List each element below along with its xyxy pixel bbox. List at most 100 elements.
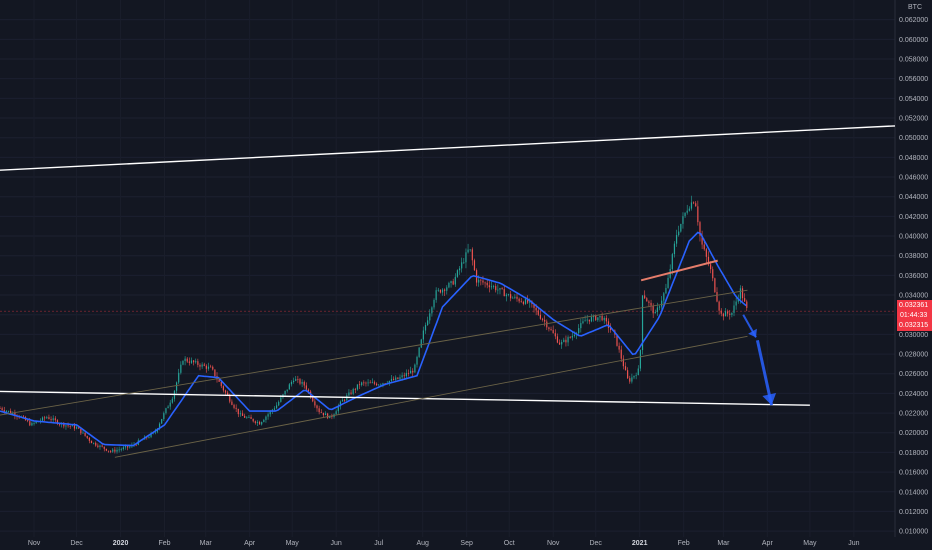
- candle-body: [114, 449, 116, 452]
- lower-white-trendline[interactable]: [0, 390, 810, 406]
- candle-body: [452, 281, 454, 285]
- candle-body: [739, 288, 741, 299]
- candle-body: [407, 373, 410, 374]
- candle-body: [652, 305, 654, 314]
- candle-body: [482, 280, 484, 283]
- candle-body: [548, 327, 550, 330]
- candle-body: [358, 384, 361, 386]
- candle-body: [416, 356, 418, 365]
- candle-body: [278, 401, 280, 406]
- x-tick-label: Jul: [374, 540, 383, 547]
- candle-body: [118, 449, 120, 451]
- channel-lower-trendline[interactable]: [114, 335, 748, 458]
- candle-body: [254, 421, 256, 423]
- candle-body: [71, 425, 73, 427]
- candle-body: [239, 413, 242, 415]
- candle-body: [712, 269, 714, 279]
- time-axis[interactable]: Nov Dec 2020 Feb Mar Apr May Jun Jul Aug Sep Oct Nov…: [28, 540, 860, 547]
- candle-body: [412, 370, 414, 373]
- candle-body: [663, 293, 665, 301]
- arrow-big-shaft[interactable]: [755, 339, 774, 406]
- candle-body: [720, 310, 722, 314]
- candle-body: [335, 411, 337, 415]
- ma-line: [0, 231, 747, 447]
- candle-body: [224, 390, 227, 393]
- candle-body: [280, 397, 282, 402]
- candle-body: [584, 320, 586, 322]
- x-tick-label: Dec: [70, 540, 83, 547]
- candle-body: [90, 440, 93, 444]
- y-tick-label: 0.020000: [899, 430, 928, 437]
- channel-upper-trendline[interactable]: [0, 289, 748, 416]
- x-tick-label: Nov: [547, 540, 560, 547]
- candle-body: [731, 312, 733, 315]
- candle-body: [422, 330, 424, 340]
- candle-body: [524, 299, 527, 304]
- upper-white-trendline[interactable]: [0, 125, 896, 171]
- candle-body: [661, 300, 663, 307]
- candle-body: [267, 414, 269, 417]
- y-tick-label: 0.044000: [899, 194, 928, 201]
- candle-body: [227, 392, 229, 396]
- y-tick-label: 0.036000: [899, 273, 928, 280]
- y-tick-label: 0.024000: [899, 391, 928, 398]
- candle-body: [707, 256, 710, 265]
- candle-body: [352, 389, 354, 394]
- x-tick-label: May: [803, 540, 817, 547]
- candle-body: [667, 277, 669, 288]
- candle-body: [54, 418, 56, 421]
- last-price-label: 0.032361: [899, 302, 928, 309]
- candle-body: [273, 408, 276, 410]
- candle-body: [303, 382, 305, 386]
- x-tick-label: Apr: [244, 540, 256, 547]
- candle-body: [293, 380, 295, 382]
- candle-body: [537, 310, 539, 315]
- candle-body: [397, 377, 399, 379]
- arrow-big-head[interactable]: [762, 392, 777, 406]
- candle-body: [444, 289, 446, 291]
- candle-body: [205, 365, 207, 369]
- candle-body: [705, 249, 707, 257]
- candle-body: [556, 336, 559, 343]
- candle-body: [686, 210, 688, 213]
- candle-body: [63, 423, 65, 427]
- candle-body: [592, 315, 595, 318]
- drawings[interactable]: [0, 125, 896, 458]
- candle-body: [727, 311, 729, 314]
- candle-body: [14, 412, 16, 416]
- x-tick-label: 2021: [632, 540, 648, 547]
- price-axis[interactable]: BTC 0.010000 0.012000 0.014000 0.016000 0.01…: [899, 4, 928, 536]
- candle-body: [527, 299, 529, 303]
- candle-body: [507, 294, 510, 296]
- candle-body: [424, 325, 427, 331]
- candle-body: [569, 337, 571, 338]
- candle-body: [456, 270, 459, 277]
- arrow-small-head[interactable]: [748, 328, 757, 338]
- candle-body: [618, 345, 620, 350]
- candle-body: [195, 361, 197, 363]
- x-tick-label: Aug: [416, 540, 429, 547]
- candle-body: [218, 379, 220, 382]
- candle-body: [403, 375, 405, 377]
- candle-body: [248, 416, 250, 418]
- candle-body: [552, 330, 554, 334]
- x-tick-label: Jun: [331, 540, 342, 547]
- candle-body: [222, 386, 224, 391]
- candle-body: [269, 411, 271, 415]
- candle-body: [405, 373, 407, 377]
- y-tick-label: 0.054000: [899, 96, 928, 103]
- candle-body: [703, 244, 705, 250]
- candle-body: [250, 416, 252, 419]
- candle-body: [256, 421, 259, 423]
- candle-body: [695, 203, 697, 207]
- candle-body: [312, 397, 314, 402]
- candle-body: [478, 279, 480, 283]
- candle-body: [567, 337, 569, 343]
- candle-body: [741, 288, 744, 299]
- candle-body: [635, 375, 637, 376]
- neckline-trendline[interactable]: [640, 259, 718, 282]
- candle-body: [201, 364, 203, 367]
- candle-body: [101, 445, 103, 447]
